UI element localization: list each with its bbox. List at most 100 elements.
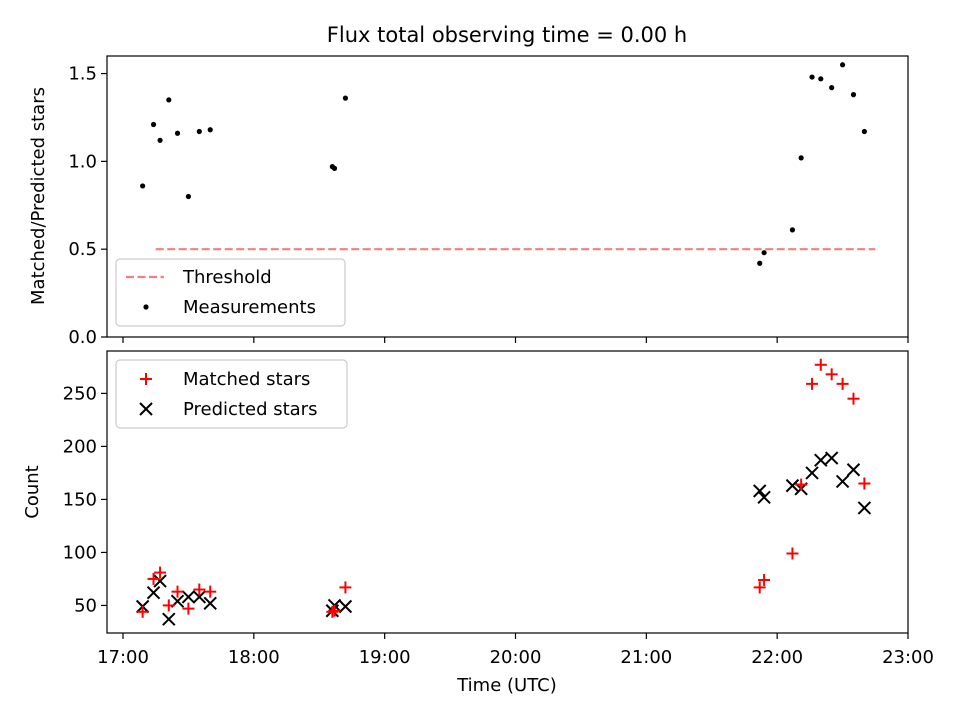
predicted-stars-marker (757, 490, 771, 505)
predicted-stars-marker (835, 474, 850, 489)
predicted-stars-marker (203, 596, 217, 611)
measurement-point (342, 95, 349, 101)
predicted-stroke (814, 453, 828, 467)
matched-stars-marker (171, 585, 184, 598)
predicted-stars-marker (857, 501, 872, 515)
measurement-point (157, 137, 163, 143)
measurement-point (196, 128, 202, 135)
measurement-point (829, 85, 835, 91)
matched-stars-marker (136, 605, 149, 618)
top-y-axis-label: Matched/Predicted stars (28, 87, 49, 305)
matched-stars-marker (154, 566, 167, 579)
measurement-point (150, 121, 157, 128)
measurement-point (809, 74, 815, 80)
predicted-stroke (757, 490, 771, 505)
predicted-stroke (805, 466, 819, 480)
bottom-y-tick-label: 50 (74, 595, 97, 616)
matched-stars-marker (326, 605, 339, 618)
measurement-point (331, 165, 338, 171)
predicted-stars-marker (153, 574, 167, 588)
top-y-tick-label: 0.0 (68, 327, 97, 348)
top-chart-frame (106, 55, 909, 338)
predicted-stroke (181, 590, 196, 604)
measurement-point (757, 260, 763, 266)
legend-measurements-label: Measurements (183, 297, 316, 318)
top-chart-title: Flux total observing time = 0.00 h (327, 23, 687, 47)
top-chart-panel: 0.0 0.5 1.0 1.5 Matched/Predicted stars Thr… (28, 55, 909, 348)
matched-stars-marker (806, 377, 819, 390)
top-chart-axes: 0.0 0.5 1.0 1.5 (68, 64, 909, 348)
predicted-stroke (753, 484, 767, 498)
matched-stars-marker (836, 377, 849, 390)
predicted-stars-marker (824, 451, 839, 465)
x-tick-label: 21:00 (620, 647, 672, 668)
x-tick-label: 19:00 (359, 647, 411, 668)
measurement-point (207, 127, 213, 133)
matched-stars-marker (795, 478, 808, 491)
predicted-stroke (785, 478, 800, 493)
top-legend-box (115, 258, 346, 327)
predicted-stars-marker (162, 612, 176, 626)
matched-stars-marker (847, 392, 860, 405)
measurement-point (185, 193, 192, 200)
measurement-point (166, 97, 172, 103)
bottom-chart-legend: Matched stars Predicted stars (115, 359, 348, 429)
predicted-stroke (338, 599, 353, 614)
predicted-stroke (153, 574, 167, 588)
legend-predicted-label: Predicted stars (183, 399, 317, 420)
measurement-point (789, 227, 796, 233)
top-chart-legend: Threshold Measurements (115, 258, 346, 327)
predicted-stars-marker (181, 590, 196, 604)
measurement-point (798, 155, 804, 161)
predicted-stars-marker (785, 478, 800, 493)
measurement-point (174, 130, 181, 136)
predicted-stroke (857, 501, 872, 515)
predicted-stars-marker (338, 599, 353, 614)
predicted-stars-marker (805, 466, 819, 480)
predicted-stroke (146, 586, 161, 600)
bottom-chart-panel: 50 100 150 200 250 17:00 18:00 19:00 20:00 21:00 2… (22, 350, 934, 696)
x-tick-label: 23:00 (882, 647, 934, 668)
matched-stars-marker (339, 581, 352, 594)
predicted-stars-marker (753, 484, 767, 498)
bottom-chart-axes: 50 100 150 200 250 17:00 18:00 19:00 20:00 21:00 2… (63, 383, 934, 668)
matched-stars-marker (147, 572, 160, 585)
legend-measurements-swatch (143, 304, 149, 310)
top-y-tick-label: 1.0 (68, 151, 97, 172)
bottom-chart-frame (106, 350, 909, 634)
measurement-point (140, 183, 146, 189)
matched-stars-marker (328, 604, 341, 617)
matched-stars-marker (204, 585, 217, 598)
predicted-stroke (846, 463, 861, 477)
matched-stars-marker (182, 602, 195, 615)
bottom-y-tick-label: 150 (63, 489, 97, 510)
top-y-tick-label: 0.5 (68, 239, 97, 260)
predicted-stars-marker (846, 463, 861, 477)
matched-stars-marker (753, 581, 766, 594)
matched-stars-marker (825, 368, 838, 381)
predicted-stars-marker (146, 586, 161, 600)
predicted-stroke (824, 451, 839, 465)
bottom-y-tick-label: 100 (63, 542, 97, 563)
x-tick-label: 20:00 (490, 647, 542, 668)
matched-stars-marker (162, 599, 175, 612)
legend-matched-label: Matched stars (183, 369, 310, 390)
measurement-point (861, 128, 867, 135)
measurement-point (761, 250, 767, 256)
predicted-stroke (835, 474, 850, 489)
bottom-y-axis-label: Count (22, 465, 43, 518)
measurement-point (850, 92, 857, 98)
x-tick-label: 22:00 (751, 647, 803, 668)
predicted-stroke (192, 590, 207, 604)
legend-predicted-swatch (139, 402, 153, 416)
measurement-point (818, 76, 824, 82)
top-chart-data (140, 62, 876, 266)
bottom-chart-data (135, 358, 872, 626)
matched-stars-marker (193, 583, 206, 596)
bottom-y-tick-label: 250 (63, 383, 97, 404)
matched-stars-marker (786, 547, 799, 560)
predicted-stars-marker (814, 453, 828, 467)
legend-matched-swatch (140, 373, 152, 385)
x-tick-label: 17:00 (97, 647, 149, 668)
